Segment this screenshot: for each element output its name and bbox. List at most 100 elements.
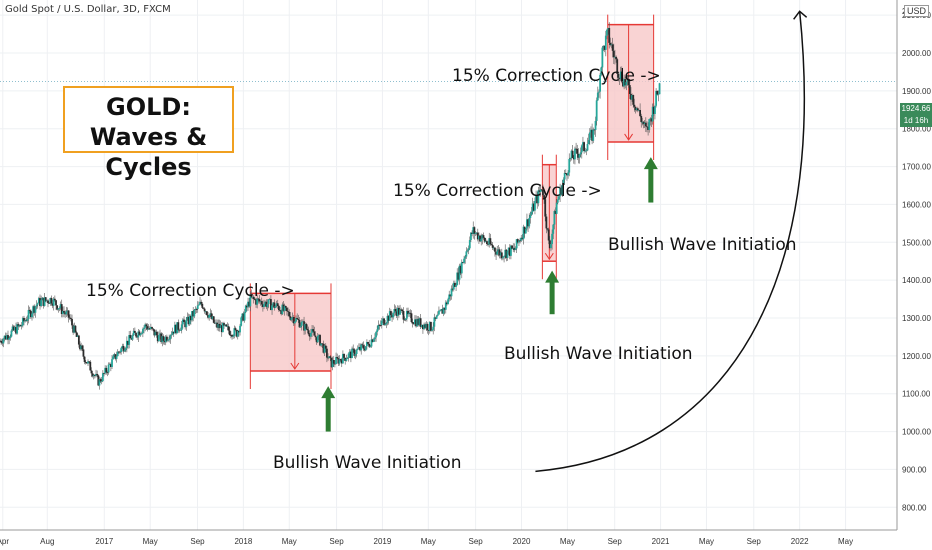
candle-body [184,322,187,328]
candle-body [522,226,525,240]
candle-body [368,343,371,347]
candle-body [318,335,320,337]
candle-body [171,331,174,335]
candle-body [587,140,590,145]
candle-body [446,302,448,305]
candle-body [217,323,220,328]
candle-body [592,129,595,141]
candle-body [583,142,585,152]
candle-body [169,335,172,340]
candle-body [220,325,223,333]
candle-body [376,329,379,333]
candle-body [74,325,77,333]
candle-body [496,251,499,255]
y-tick-label: 2000.00 [902,49,931,58]
candle-body [340,360,343,364]
candle-body [15,327,17,334]
candle-body [298,319,301,328]
candle-body [656,90,659,95]
candle-body [175,324,177,334]
candle-body [259,301,262,302]
candle-body [424,324,427,328]
candle-body [394,309,397,312]
candle-body [367,342,369,344]
candle-body [585,150,588,152]
candle-body [574,148,576,160]
projection-arrowhead [793,10,808,20]
candle-body [348,351,351,354]
candle-body [604,35,607,50]
candle-body [423,324,425,330]
candle-body [178,329,181,331]
candle-body [639,110,642,117]
candle-body [426,324,429,331]
candle-body [649,118,652,120]
candle-body [101,373,104,381]
candle-body [351,348,353,359]
candle-body [205,311,208,315]
candle-body [482,235,485,238]
candle-body [516,239,519,243]
last-price-tag: 1924.66 1d 16h [900,103,932,127]
candle-body [563,173,566,180]
candle-body [137,331,140,338]
candle-body [77,335,80,345]
currency-badge[interactable]: USD [904,5,930,17]
candle-body [335,356,337,365]
candle-body [4,335,7,340]
candle-body [575,148,577,150]
candle-body [419,318,422,327]
x-tick-label: Sep [469,537,484,546]
candle-body [636,108,639,111]
candle-body [92,375,95,377]
candle-body [415,319,417,327]
candle-body [490,244,493,245]
candle-body [276,303,279,307]
candle-body [483,237,486,242]
candle-body [289,316,292,320]
candle-body [558,196,560,200]
candle-body [552,224,555,234]
candle-body [403,319,406,321]
candle-body [26,319,29,322]
candle-body [116,351,119,357]
candle-body [456,272,459,286]
candle-body [502,257,504,259]
candle-body [612,50,615,58]
candle-body [448,294,451,300]
candle-body [56,305,59,310]
candle-body [655,90,658,106]
candle-body [31,313,33,318]
candle-body [100,380,103,382]
candle-body [189,315,192,321]
candle-body [107,364,110,373]
candle-body [233,328,236,336]
candle-body [366,342,368,347]
candle-body [452,282,455,290]
candle-body [241,313,244,318]
y-tick-label: 1400.00 [902,276,931,285]
candle-body [290,317,293,320]
candle-body [215,322,217,324]
candle-body [128,335,131,345]
candle-body [599,74,601,92]
candle-body [186,316,189,320]
candle-body [409,312,412,314]
candle-body [80,345,83,350]
annotation-bullish-2: Bullish Wave Initiation [504,344,693,364]
candle-body [50,297,53,304]
candle-body [295,317,297,322]
symbol-info[interactable]: Gold Spot / U.S. Dollar, 3D, FXCM [5,4,171,15]
candle-body [286,307,288,312]
candle-body [281,304,284,315]
candle-body [43,297,46,306]
candle-body [21,317,24,326]
bullish-arrow-head [321,386,336,399]
candle-body [10,330,13,337]
candle-body [567,172,569,176]
candle-body [199,301,201,305]
candle-body [47,300,49,304]
candle-body [356,348,359,350]
x-tick-label: Sep [329,537,344,546]
candle-body [44,297,47,301]
